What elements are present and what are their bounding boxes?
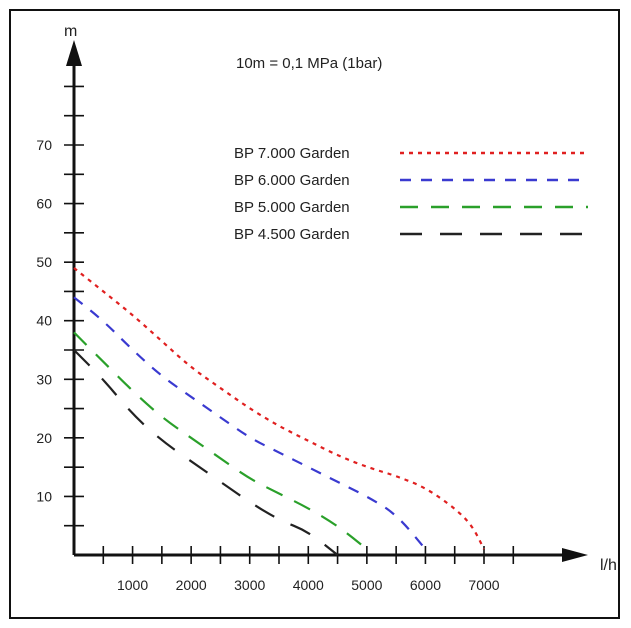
x-tick-label: 1000 [117,577,148,593]
y-tick-label: 10 [36,488,52,504]
x-axis-label: l/h [600,557,617,574]
x-tick-label: 2000 [176,577,207,593]
x-axis-arrow [562,548,588,562]
series-line-4 [73,349,339,556]
ticks: 1000 2000 3000 4000 5000 6000 7000 10 20 30 40 50 60… [36,85,515,593]
axes [66,40,588,562]
legend: BP 7.000 Garden BP 6.000 Garden BP 5.000 G… [234,145,588,243]
y-axis-arrow [66,40,82,66]
legend-label-1: BP 7.000 Garden [234,145,350,162]
x-tick-label: 3000 [234,577,265,593]
x-tick-label: 7000 [468,577,499,593]
x-tick-label: 4000 [293,577,324,593]
y-tick-label: 60 [36,196,52,212]
x-tick-label: 6000 [410,577,441,593]
series-line-1 [73,267,485,550]
legend-label-2: BP 6.000 Garden [234,172,350,189]
series-line-2 [73,296,427,550]
legend-label-4: BP 4.500 Garden [234,226,350,243]
y-tick-label: 20 [36,430,52,446]
legend-label-3: BP 5.000 Garden [234,199,350,216]
series-lines [73,267,485,556]
conversion-note: 10m = 0,1 MPa (1bar) [236,55,382,72]
y-tick-label: 50 [36,254,52,270]
y-tick-label: 30 [36,371,52,387]
y-tick-label: 40 [36,313,52,329]
x-tick-label: 5000 [351,577,382,593]
chart-frame [9,9,620,619]
series-line-3 [73,331,368,550]
y-tick-label: 70 [36,137,52,153]
y-axis-label: m [64,23,77,40]
